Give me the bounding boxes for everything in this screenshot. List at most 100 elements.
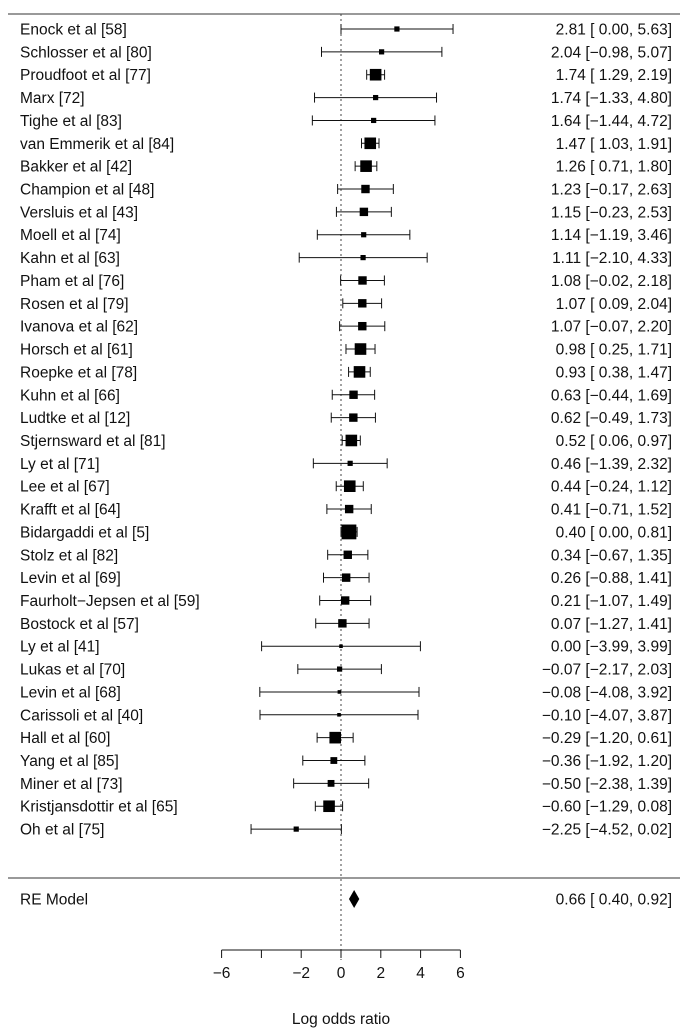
estimate-text: −0.36 [−1.92, 1.20]	[542, 753, 672, 770]
estimate-text: −0.08 [−4.08, 3.92]	[542, 684, 672, 701]
study-row: Bostock et al [57] 0.07 [−1.27, 1.41]	[20, 616, 672, 633]
study-row: Hall et al [60] −0.29 [−1.20, 0.61]	[20, 730, 672, 747]
point-estimate	[323, 800, 335, 813]
estimate-text: 0.41 [−0.71, 1.52]	[551, 502, 672, 519]
study-label: Hall et al [60]	[20, 730, 110, 747]
x-tick-label: 4	[416, 965, 425, 982]
point-estimate	[347, 460, 353, 466]
study-row: Roepke et al [78] 0.93 [ 0.38, 1.47]	[20, 364, 672, 381]
estimate-text: 0.52 [ 0.06, 0.97]	[556, 433, 672, 450]
point-estimate	[329, 731, 342, 744]
study-label: Bidargaddi et al [5]	[20, 524, 149, 541]
study-label: Proudfoot et al [77]	[20, 67, 151, 84]
study-row: Miner et al [73] −0.50 [−2.38, 1.39]	[20, 776, 672, 793]
estimate-text: 2.81 [ 0.00, 5.63]	[556, 22, 672, 39]
estimate-text: −0.07 [−2.17, 2.03]	[542, 662, 672, 679]
study-label: Krafft et al [64]	[20, 502, 121, 519]
study-row: Bidargaddi et al [5] 0.40 [ 0.00, 0.81]	[20, 524, 672, 541]
study-label: Champion et al [48]	[20, 182, 154, 199]
study-row: Moell et al [74] 1.14 [−1.19, 3.46]	[20, 227, 672, 244]
study-row: Stjernsward et al [81] 0.52 [ 0.06, 0.97]	[20, 433, 672, 450]
point-estimate	[354, 343, 367, 355]
study-label: Kuhn et al [66]	[20, 387, 120, 404]
point-estimate	[349, 413, 358, 422]
study-row: Lukas et al [70] −0.07 [−2.17, 2.03]	[20, 662, 672, 679]
point-estimate	[340, 596, 350, 605]
study-row: Horsch et al [61] 0.98 [ 0.25, 1.71]	[20, 342, 672, 359]
estimate-text: 1.26 [ 0.71, 1.80]	[556, 159, 672, 176]
estimate-text: 1.64 [−1.44, 4.72]	[551, 113, 672, 130]
study-row: Kristjansdottir et al [65] −0.60 [−1.29, …	[20, 799, 672, 816]
point-estimate	[373, 94, 379, 101]
study-row: Ly et al [71] 0.46 [−1.39, 2.32]	[20, 456, 672, 473]
point-estimate	[360, 255, 366, 261]
estimate-text: 2.04 [−0.98, 5.07]	[551, 44, 672, 61]
study-row: Yang et al [85] −0.36 [−1.92, 1.20]	[20, 753, 672, 770]
estimate-text: 1.74 [ 1.29, 2.19]	[556, 67, 672, 84]
point-estimate	[358, 321, 367, 331]
study-row: Bakker et al [42] 1.26 [ 0.71, 1.80]	[20, 159, 672, 176]
estimate-text: 1.15 [−0.23, 2.53]	[551, 204, 672, 221]
point-estimate	[293, 826, 299, 832]
study-label: Ludtke et al [12]	[20, 410, 130, 427]
x-tick-label: −2	[292, 965, 310, 982]
point-estimate	[343, 480, 356, 492]
x-tick-label: 6	[456, 965, 465, 982]
point-estimate	[330, 757, 338, 764]
estimate-text: 0.26 [−0.88, 1.41]	[551, 570, 672, 587]
study-label: Tighe et al [83]	[20, 113, 122, 130]
estimate-text: 0.40 [ 0.00, 0.81]	[556, 524, 672, 541]
summary-estimate-text: 0.66 [ 0.40, 0.92]	[556, 892, 672, 909]
point-estimate	[378, 49, 385, 55]
study-label: Bakker et al [42]	[20, 159, 132, 176]
point-estimate	[361, 232, 367, 238]
study-row: Proudfoot et al [77] 1.74 [ 1.29, 2.19]	[20, 67, 672, 84]
study-label: Horsch et al [61]	[20, 342, 133, 359]
study-row: Krafft et al [64] 0.41 [−0.71, 1.52]	[20, 502, 672, 519]
study-row: Oh et al [75] −2.25 [−4.52, 0.02]	[20, 822, 672, 839]
study-row: Enock et al [58] 2.81 [ 0.00, 5.63]	[20, 22, 672, 39]
study-label: Faurholt−Jepsen et al [59]	[20, 593, 200, 610]
summary-diamond	[348, 890, 360, 908]
study-label: Levin et al [69]	[20, 570, 121, 587]
estimate-text: 0.63 [−0.44, 1.69]	[551, 387, 672, 404]
point-estimate	[341, 524, 357, 540]
study-row: Pham et al [76] 1.08 [−0.02, 2.18]	[20, 273, 672, 290]
study-row: Lee et al [67] 0.44 [−0.24, 1.12]	[20, 479, 672, 496]
estimate-text: 1.74 [−1.33, 4.80]	[551, 90, 672, 107]
study-row: Carissoli et al [40] −0.10 [−4.07, 3.87]	[20, 707, 672, 724]
study-row: Stolz et al [82] 0.34 [−0.67, 1.35]	[20, 547, 672, 564]
point-estimate	[361, 184, 370, 194]
study-row: Ludtke et al [12] 0.62 [−0.49, 1.73]	[20, 410, 672, 427]
study-row: Rosen et al [79] 1.07 [ 0.09, 2.04]	[20, 296, 672, 313]
study-row: Champion et al [48] 1.23 [−0.17, 2.63]	[20, 182, 672, 199]
study-label: Schlosser et al [80]	[20, 44, 152, 61]
study-row: Kahn et al [63] 1.11 [−2.10, 4.33]	[20, 250, 672, 267]
point-estimate	[337, 690, 342, 694]
point-estimate	[343, 550, 352, 559]
study-label: Bostock et al [57]	[20, 616, 139, 633]
x-tick-label: 0	[337, 965, 346, 982]
point-estimate	[360, 160, 372, 172]
study-row: van Emmerik et al [84] 1.47 [ 1.03, 1.91]	[20, 136, 672, 153]
estimate-text: 0.98 [ 0.25, 1.71]	[556, 342, 672, 359]
point-estimate	[337, 713, 341, 717]
study-label: Ivanova et al [62]	[20, 319, 138, 336]
point-estimate	[358, 299, 367, 308]
study-label: Versluis et al [43]	[20, 204, 138, 221]
study-label: Miner et al [73]	[20, 776, 123, 793]
point-estimate	[359, 207, 369, 217]
study-row: Marx [72] 1.74 [−1.33, 4.80]	[20, 90, 672, 107]
x-tick-label: −6	[213, 965, 231, 982]
x-axis-title: Log odds ratio	[292, 1011, 390, 1028]
estimate-text: 0.00 [−3.99, 3.99]	[551, 639, 672, 656]
study-label: Stjernsward et al [81]	[20, 433, 166, 450]
study-label: Oh et al [75]	[20, 822, 104, 839]
estimate-text: −0.29 [−1.20, 0.61]	[542, 730, 672, 747]
study-label: Ly et al [41]	[20, 639, 100, 656]
study-row: Kuhn et al [66] 0.63 [−0.44, 1.69]	[20, 387, 672, 404]
study-row: Versluis et al [43] 1.15 [−0.23, 2.53]	[20, 204, 672, 221]
study-label: Rosen et al [79]	[20, 296, 129, 313]
study-label: Pham et al [76]	[20, 273, 124, 290]
study-label: Moell et al [74]	[20, 227, 121, 244]
